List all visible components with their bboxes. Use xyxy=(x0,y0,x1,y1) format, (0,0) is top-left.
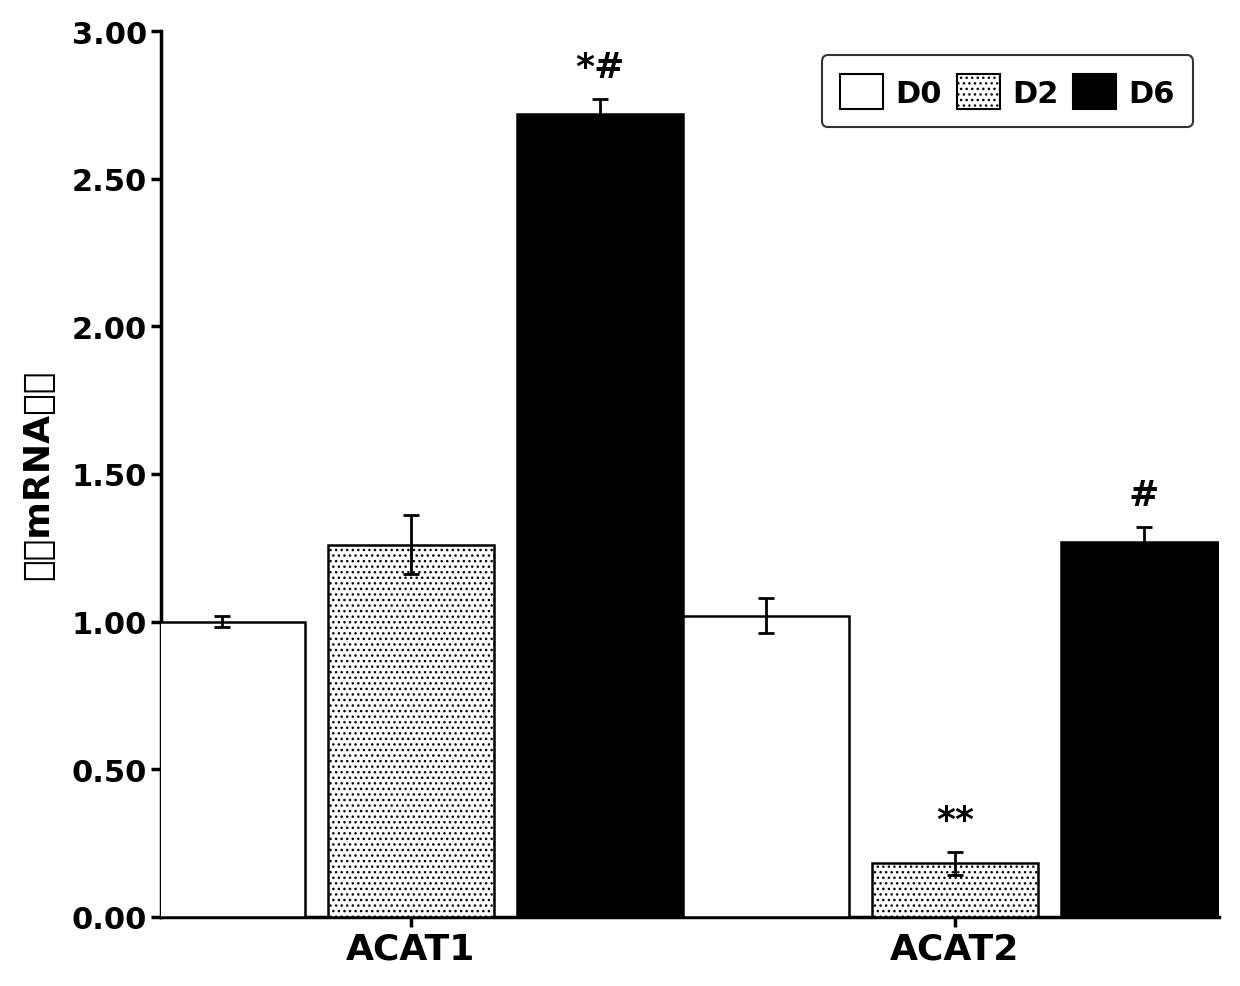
Y-axis label: 相对mRNA表达: 相对mRNA表达 xyxy=(21,370,55,580)
Text: *#: *# xyxy=(575,51,624,86)
Bar xyxy=(872,864,1038,917)
Text: #: # xyxy=(1128,479,1159,513)
Bar xyxy=(517,114,683,917)
Bar xyxy=(327,545,494,917)
Legend: D0, D2, D6: D0, D2, D6 xyxy=(822,56,1193,128)
Text: **: ** xyxy=(936,803,973,837)
Bar xyxy=(139,622,305,917)
Bar xyxy=(683,616,849,917)
Bar xyxy=(1060,542,1226,917)
